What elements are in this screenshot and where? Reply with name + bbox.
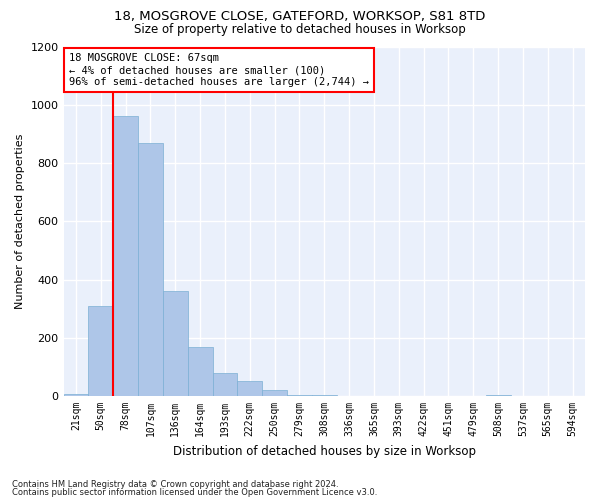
Bar bbox=[212, 373, 238, 396]
Bar bbox=[138, 142, 163, 396]
Text: Contains HM Land Registry data © Crown copyright and database right 2024.: Contains HM Land Registry data © Crown c… bbox=[12, 480, 338, 489]
X-axis label: Distribution of detached houses by size in Worksop: Distribution of detached houses by size … bbox=[173, 444, 476, 458]
Bar bbox=[262, 390, 287, 396]
Bar bbox=[64, 394, 88, 396]
Bar bbox=[188, 346, 212, 396]
Bar bbox=[113, 116, 138, 396]
Text: 18 MOSGROVE CLOSE: 67sqm
← 4% of detached houses are smaller (100)
96% of semi-d: 18 MOSGROVE CLOSE: 67sqm ← 4% of detache… bbox=[69, 54, 369, 86]
Text: Contains public sector information licensed under the Open Government Licence v3: Contains public sector information licen… bbox=[12, 488, 377, 497]
Bar bbox=[163, 291, 188, 396]
Text: Size of property relative to detached houses in Worksop: Size of property relative to detached ho… bbox=[134, 22, 466, 36]
Bar bbox=[238, 382, 262, 396]
Text: 18, MOSGROVE CLOSE, GATEFORD, WORKSOP, S81 8TD: 18, MOSGROVE CLOSE, GATEFORD, WORKSOP, S… bbox=[115, 10, 485, 23]
Bar bbox=[287, 394, 312, 396]
Y-axis label: Number of detached properties: Number of detached properties bbox=[15, 134, 25, 309]
Bar bbox=[88, 306, 113, 396]
